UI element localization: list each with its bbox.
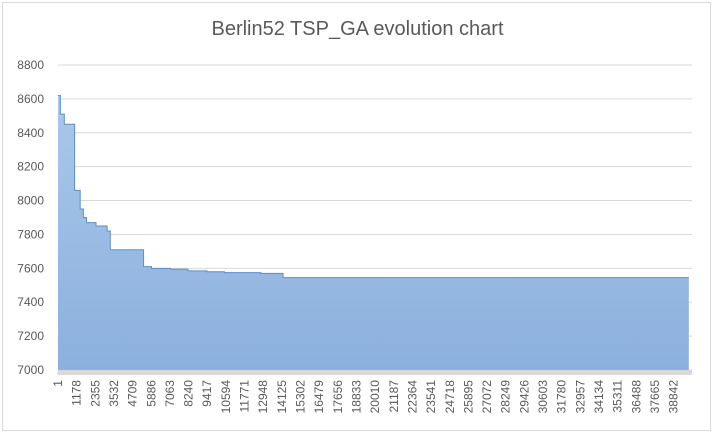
x-tick-label: 15302 [294, 380, 308, 414]
series-line [58, 95, 689, 279]
x-tick-label: 27072 [480, 380, 494, 414]
x-tick-label: 3532 [107, 380, 121, 407]
y-tick-label: 8800 [17, 58, 44, 72]
x-tick-label: 9417 [200, 380, 214, 407]
y-tick-label: 7600 [17, 261, 44, 275]
x-tick-label: 28249 [499, 380, 513, 414]
x-tick-label: 24718 [443, 380, 457, 414]
x-tick-label: 10594 [219, 380, 233, 414]
x-tick-label: 35311 [611, 380, 625, 413]
y-tick-label: 8000 [17, 194, 44, 208]
x-tick-label: 31780 [555, 380, 569, 414]
x-tick-label: 23541 [424, 380, 438, 414]
y-tick-label: 7000 [17, 363, 44, 377]
x-tick-label: 2355 [88, 380, 102, 407]
x-tick-label: 17656 [331, 380, 345, 414]
x-tick-label: 16479 [312, 380, 326, 414]
x-tick-label: 7063 [163, 380, 177, 407]
x-tick-label: 34134 [592, 380, 606, 414]
y-tick-label: 7400 [17, 295, 44, 309]
x-tick-label: 1178 [70, 380, 84, 406]
x-tick-label: 5886 [144, 380, 158, 407]
series-area [58, 95, 689, 370]
x-tick-label: 14125 [275, 380, 289, 414]
x-tick-label: 18833 [349, 380, 363, 414]
x-tick-label: 12948 [256, 380, 270, 414]
x-tick-label: 20010 [368, 380, 382, 414]
x-tick-label: 8240 [182, 380, 196, 407]
x-tick-label: 11771 [238, 380, 252, 413]
y-tick-label: 8400 [17, 126, 44, 140]
x-tick-label: 22364 [405, 380, 419, 414]
x-tick-label: 25895 [461, 380, 475, 414]
x-tick-label: 21187 [387, 380, 401, 413]
x-tick-label: 4709 [126, 380, 140, 407]
x-tick-label: 29426 [517, 380, 531, 414]
x-tick-label: 1 [51, 380, 65, 387]
x-tick-label: 37665 [648, 380, 662, 414]
y-tick-label: 8600 [17, 92, 44, 106]
x-tick-label: 36488 [629, 380, 643, 414]
x-tick-label: 38842 [667, 380, 681, 414]
y-tick-label: 7200 [17, 329, 44, 343]
x-tick-label: 32957 [573, 380, 587, 414]
y-tick-label: 8200 [17, 160, 44, 174]
x-tick-label: 30603 [536, 380, 550, 414]
y-tick-label: 7800 [17, 227, 44, 241]
chart-title: Berlin52 TSP_GA evolution chart [211, 18, 504, 40]
